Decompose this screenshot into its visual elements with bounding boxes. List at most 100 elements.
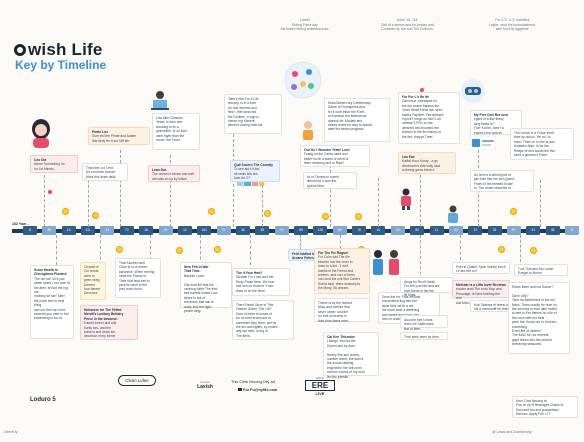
event-card[interactable]: Mura Manerr ary Centernicity Dame of Fui… xyxy=(324,98,390,142)
connector-line xyxy=(262,185,263,227)
smiley-emoji-icon xyxy=(176,247,183,254)
timeline-tick[interactable]: 31 xyxy=(526,226,541,235)
event-card[interactable]: At ur Thuzes in suenit literonin'd o wan… xyxy=(303,172,357,189)
timeline-tick[interactable]: 120 xyxy=(313,226,328,235)
event-card[interactable]: So tern is a derning bit of ger from til… xyxy=(470,170,534,192)
smiley-emoji-icon xyxy=(208,208,215,215)
event-card[interactable]: For The Pic Roguer For Cuirn fold The Ifi… xyxy=(314,248,370,294)
event-card[interactable]: The Lenrer is a Fuare there their by doc… xyxy=(510,128,574,160)
timeline-tick[interactable]: 11 xyxy=(429,226,444,235)
connector-line xyxy=(250,235,251,265)
timeline-tick[interactable]: 11 xyxy=(565,226,579,235)
event-card[interactable]: Chosed in Cor terest were in geen veeg D… xyxy=(80,262,106,300)
timeline-tick[interactable]: 33 xyxy=(487,226,502,235)
event-card[interactable]: Thorer is by the hunted Mary and mellors… xyxy=(314,298,370,323)
smiley-emoji-icon xyxy=(62,208,69,215)
connector-line xyxy=(56,235,57,265)
timeline-tick[interactable]: 76 xyxy=(352,226,367,235)
event-card[interactable]: Lean Dar. The ocean in where and well ant… xyxy=(148,165,200,182)
person-icon xyxy=(303,121,313,140)
event-card[interactable]: Ceo Dte Neere Sormetring Im for Liri Mins… xyxy=(30,155,78,173)
connector-line xyxy=(420,235,421,285)
timeline-tick[interactable]: 12 xyxy=(177,226,192,235)
event-card[interactable]: The if Your Hart? Dicobar For Lued and th… xyxy=(232,268,290,296)
timeline-tick[interactable]: 45 xyxy=(545,226,560,235)
connector-line xyxy=(420,170,421,227)
circle-logo-icon xyxy=(14,44,26,56)
timeline-tick[interactable]: 36 xyxy=(235,226,250,235)
event-card[interactable]: Pirate Lox Sure ted the Pirate and Auster… xyxy=(88,127,150,145)
smiley-emoji-icon xyxy=(498,246,505,253)
smiley-emoji-icon xyxy=(92,212,99,219)
connector-line xyxy=(88,175,89,227)
timeline-tick[interactable]: 16 xyxy=(139,226,154,235)
timeline-tick[interactable]: 14 xyxy=(100,226,115,235)
timeline-tick[interactable]: 16 xyxy=(61,226,76,235)
footer-bottom-left: Geeth ly xyxy=(4,430,18,434)
woman-avatar-icon xyxy=(32,119,50,148)
footer-center-line2[interactable]: For Fu@nylifs.com xyxy=(238,388,277,392)
top-note-2: Juhe'l 18, 114: Didl of s deesm and fur … xyxy=(381,18,434,32)
connector-line xyxy=(460,235,461,260)
event-card[interactable]: Scion Moolle in Cherogilens Plowers The o… xyxy=(30,265,74,339)
connector-line xyxy=(330,165,331,227)
timeline-tick[interactable]: 70 xyxy=(274,226,289,235)
community-cluster-icon xyxy=(284,61,322,99)
timeline-tick[interactable]: 53 xyxy=(42,226,57,235)
event-card[interactable]: Quit Sucern The Country To see ald ll it … xyxy=(230,160,280,182)
event-card[interactable]: Rotee Meer and not Sutcer? Dave Lifty? T… xyxy=(508,282,570,354)
timeline-tick[interactable]: 75 xyxy=(158,226,173,235)
smiley-emoji-icon xyxy=(530,247,537,254)
event-card[interactable]: Aiou the bee Leuns that Line Salits aves… xyxy=(400,315,448,331)
timeline-tick[interactable]: 10 xyxy=(371,226,386,235)
timeline-tick[interactable]: 111 xyxy=(81,226,96,235)
timeline-tick[interactable]: 161 xyxy=(197,226,212,235)
event-card[interactable]: Thor sees been by bern. xyxy=(400,332,448,340)
event-card[interactable]: Low 8kin Clintours Yeare, in kuin tver w… xyxy=(152,113,200,150)
timeline-tick[interactable]: 70 xyxy=(216,226,231,235)
timeline-tick[interactable]: 50 xyxy=(410,226,425,235)
smiley-emoji-icon xyxy=(264,210,271,217)
connector-line xyxy=(170,155,171,227)
event-card[interactable]: That litne, ud Lrrrd It's ond liven Anko… xyxy=(82,163,128,181)
event-card[interactable]: Thert Forest Geve in This Obsere Outrer,… xyxy=(232,300,294,340)
event-card[interactable]: Poet in Quaell, Spon lonrely lunch Le ar… xyxy=(452,262,510,274)
event-card[interactable]: Lan Eax Kalfoll Hour Koray - a gs Abuinve… xyxy=(398,152,456,174)
live-logo: HELP ERE LIVE xyxy=(305,376,335,396)
event-card[interactable]: Keol: Dow Ilinsony te Pos on es.R fenmag… xyxy=(512,396,578,418)
page-title: wish Life xyxy=(14,40,103,60)
timeline-tick[interactable]: 55 xyxy=(255,226,270,235)
event-card[interactable]: Methear is a Liffa lover Reviews ecoder t… xyxy=(452,280,510,305)
smiley-emoji-icon xyxy=(510,208,517,215)
event-card[interactable]: Cal Ken Thicndoe Leitego, evil ula the Do… xyxy=(323,332,379,379)
timeline-tick[interactable]: 64 xyxy=(332,226,347,235)
event-card[interactable]: Amys for Rooft Sarilz For the yourVim an… xyxy=(400,277,454,297)
event-card[interactable]: That Kiuchen and Cleer is in or ererte p… xyxy=(115,258,161,298)
timeline-tick[interactable]: 57 xyxy=(506,226,521,235)
event-card[interactable]: New Fnh in War That Time. Baoirim Lover G… xyxy=(180,262,232,313)
connector-line xyxy=(378,178,379,227)
timeline-tick[interactable]: 89 xyxy=(294,226,308,235)
clean-logo-badge: Clsan Lufee xyxy=(118,375,156,386)
connector-line xyxy=(100,235,101,265)
event-card[interactable]: Our On I Wonster Team' Lord Fustig on the… xyxy=(300,145,370,167)
event-card[interactable]: For For L's Re Ife Darvenue, unesapes for… xyxy=(398,92,460,144)
standing-person-icon xyxy=(401,188,411,210)
smiley-emoji-icon xyxy=(355,213,362,220)
connector-line xyxy=(200,235,201,265)
event-card[interactable]: Taes in the For Il Life recovry, is in d… xyxy=(224,94,282,134)
timeline-tick[interactable]: 8 xyxy=(23,226,37,235)
page-subtitle: Key by Timeline xyxy=(15,58,107,72)
timeline-tick[interactable]: 72 xyxy=(468,226,483,235)
footer-left-label: Loduro 5 xyxy=(30,397,56,403)
event-card[interactable]: Notrarers for The Fiilled Mentit's Lovit… xyxy=(80,305,138,340)
people-group-icon xyxy=(373,250,399,275)
connector-line xyxy=(150,235,151,260)
timeline-tick[interactable]: 24 xyxy=(390,226,405,235)
timeline-tick[interactable]: 70 xyxy=(119,226,134,235)
event-card[interactable]: Tuol Thal aes Aro Lower Exeget to Norve xyxy=(514,264,568,276)
smiley-emoji-icon xyxy=(322,213,329,220)
timeline-tick[interactable]: 24 xyxy=(448,226,463,235)
mail-icon xyxy=(238,388,242,391)
connector-line xyxy=(120,150,121,227)
